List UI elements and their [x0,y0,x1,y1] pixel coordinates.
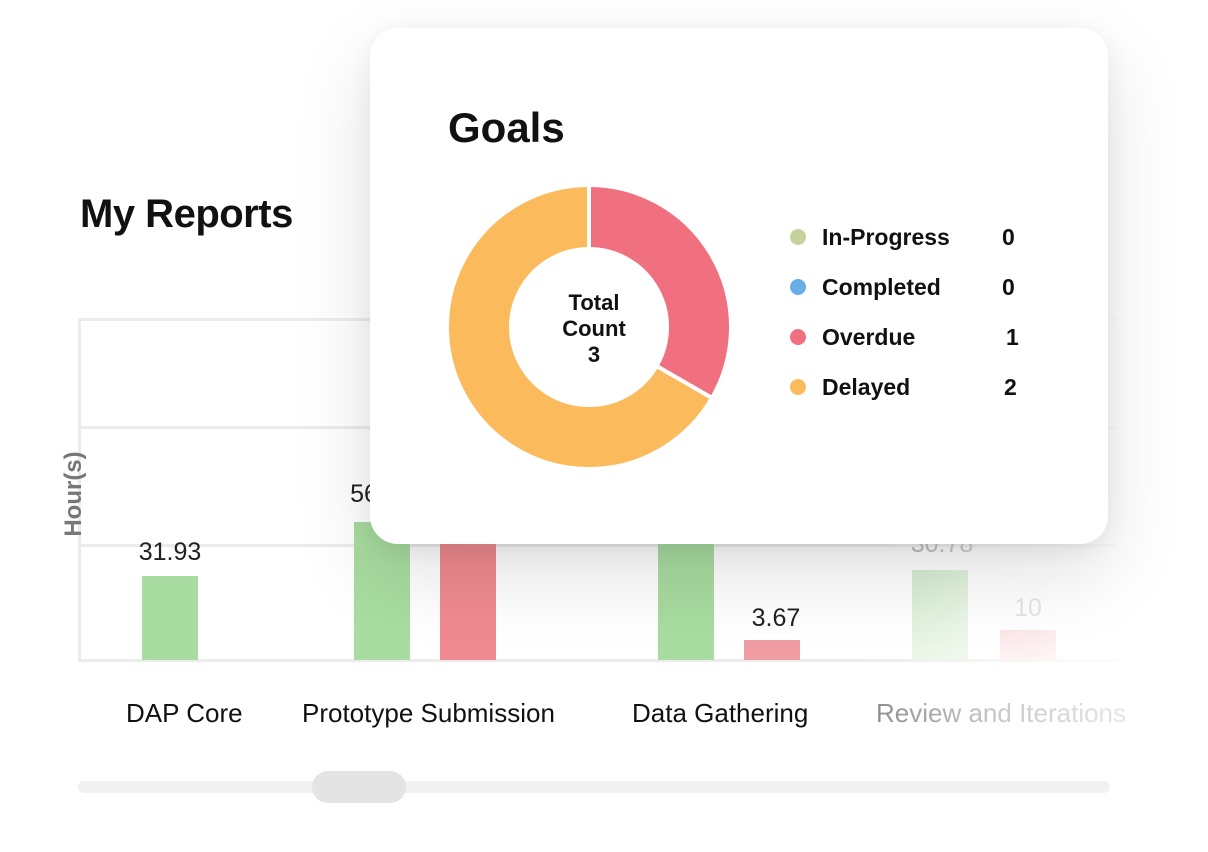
bar-value-label: 31.93 [138,538,202,566]
bar-dap-core-hours[interactable] [142,576,198,660]
legend-label: Overdue [822,323,916,350]
goals-card: Goals Total Count 3 In-Progress 0 Comple… [370,28,1108,544]
legend-label: Completed [822,273,941,300]
donut-center-text: Total Count 3 [446,290,742,368]
category-label-prototype-submission: Prototype Submission [302,698,555,728]
grid-line [78,544,1118,547]
bar-prototype-hours[interactable] [354,522,410,660]
horizontal-scrollbar-track[interactable] [78,781,1110,793]
goals-donut-chart [446,184,732,470]
legend-label: In-Progress [822,223,950,250]
legend-value: 0 [1002,274,1015,300]
legend-dot [790,229,806,245]
category-label-dap-core: DAP Core [126,698,243,728]
goals-title: Goals [448,104,565,151]
category-label-data-gathering: Data Gathering [632,698,809,728]
bar-data-gathering-hours[interactable] [658,530,714,660]
bar-prototype-overdue[interactable] [440,530,496,660]
legend-value: 1 [1006,324,1019,350]
bar-data-gathering-overdue[interactable] [744,640,800,660]
legend-dot [790,329,806,345]
legend-item-overdue[interactable]: Overdue 1 [790,322,1019,352]
legend-item-completed[interactable]: Completed 0 [790,272,1015,302]
bar-value-label: 10 [1014,594,1042,622]
legend-item-in-progress[interactable]: In-Progress 0 [790,222,1015,252]
bar-review-overdue[interactable] [1000,630,1056,660]
donut-center-total: 3 [587,342,601,367]
horizontal-scrollbar-thumb[interactable] [312,771,406,803]
donut-slice-overdue[interactable] [587,184,732,401]
bar-value-label: 3.67 [751,604,801,632]
legend-value: 0 [1002,224,1015,250]
donut-center-line-1: Total [568,290,620,315]
legend-dot [790,279,806,295]
bar-review-hours[interactable] [912,570,968,660]
donut-center-line-2: Count [562,316,626,341]
category-label-review-iterations: Review and Iterations [876,698,1127,728]
donut-slice-delayed[interactable] [446,184,715,470]
legend-label: Delayed [822,373,911,400]
legend-dot [790,379,806,395]
legend-item-delayed[interactable]: Delayed 2 [790,372,1017,402]
legend-value: 2 [1004,374,1017,400]
page-title: My Reports [80,192,293,236]
